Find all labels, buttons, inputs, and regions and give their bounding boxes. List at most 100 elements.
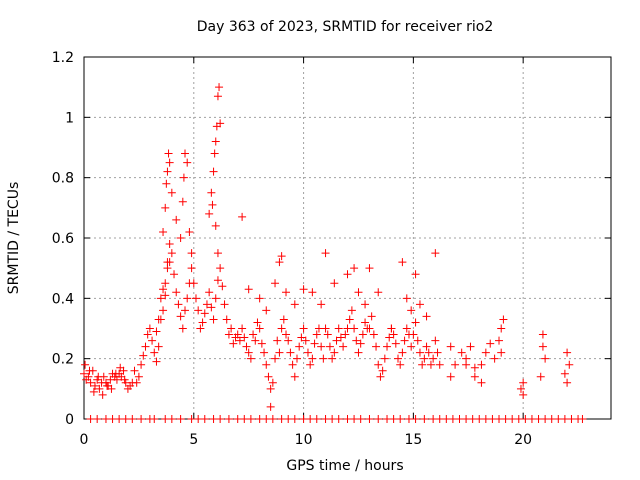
data-point [198,318,207,327]
data-point [130,366,139,375]
data-point [323,330,332,339]
data-point [394,354,403,363]
data-point [251,336,260,345]
data-point [235,336,244,345]
data-point [292,354,301,363]
data-point [295,342,304,351]
data-point [336,333,345,342]
data-point [167,249,176,258]
data-point [481,348,490,357]
data-point [94,372,103,381]
data-point [407,306,416,315]
x-axis-label: GPS time / hours [286,458,403,474]
data-point [161,279,170,288]
y-tick-label: 0.6 [52,231,74,247]
data-point [277,252,286,261]
data-point [210,149,219,158]
data-point [365,415,374,423]
data-point [332,336,341,345]
data-point [389,330,398,339]
data-point [161,291,170,300]
y-tick-label: 1 [65,110,74,126]
data-point [466,342,475,351]
data-point [325,342,334,351]
data-point [415,300,424,309]
data-point [107,384,116,393]
data-point [435,360,444,369]
data-point [275,258,284,267]
data-point [170,270,179,279]
data-point [341,330,350,339]
data-point [411,270,420,279]
data-point [495,336,504,345]
data-point [128,415,137,423]
data-point [216,415,225,423]
grid-lines [84,57,611,419]
data-point [308,288,317,297]
data-point [150,415,159,423]
data-point [352,336,361,345]
data-point [565,360,574,369]
data-point [257,339,266,348]
data-point [229,339,238,348]
data-point [563,378,572,387]
data-point [264,372,273,381]
data-point [380,354,389,363]
data-point [162,179,171,188]
data-point [98,390,107,399]
data-point [350,324,359,333]
data-point [429,354,438,363]
data-point [286,348,295,357]
data-point [208,200,217,209]
y-tick-label: 0.8 [52,171,74,187]
y-axis-label: SRMTID / TECUs [6,182,22,295]
data-point [477,378,486,387]
data-point [187,264,196,273]
data-point [183,294,192,303]
chart-title: Day 363 of 2023, SRMTID for receiver rio… [197,19,494,35]
data-point [249,330,258,339]
data-point [211,294,220,303]
data-point [290,300,299,309]
data-point [116,363,125,372]
x-tick-label: 10 [295,432,313,448]
data-point [172,288,181,297]
data-point [490,354,499,363]
data-point [89,387,98,396]
data-point [233,330,242,339]
data-point [134,372,143,381]
data-point [519,390,528,399]
data-point [420,415,429,423]
data-point [260,348,269,357]
y-tick-label: 1.2 [52,50,74,66]
data-point [213,92,222,101]
data-point [350,264,359,273]
data-point [499,315,508,324]
data-point [205,209,214,218]
data-points [80,83,587,423]
data-point [86,378,95,387]
data-point [244,285,253,294]
data-point [407,342,416,351]
data-point [312,415,321,423]
data-point [411,318,420,327]
data-point [191,294,200,303]
data-point [246,415,255,423]
data-point [207,188,216,197]
data-point [288,360,297,369]
data-point [365,324,374,333]
data-point [189,279,198,288]
data-point [207,303,216,312]
data-point [497,324,506,333]
data-point [451,360,460,369]
data-point [165,240,174,249]
data-point [178,197,187,206]
data-point [321,324,330,333]
data-point [308,354,317,363]
data-point [120,375,129,384]
x-tick-label: 15 [404,432,422,448]
data-point [244,348,253,357]
axis-ticks: 0 0.2 0.4 0.6 0.8 1 1.2 0 5 10 15 20 [52,50,611,448]
data-point [139,351,148,360]
